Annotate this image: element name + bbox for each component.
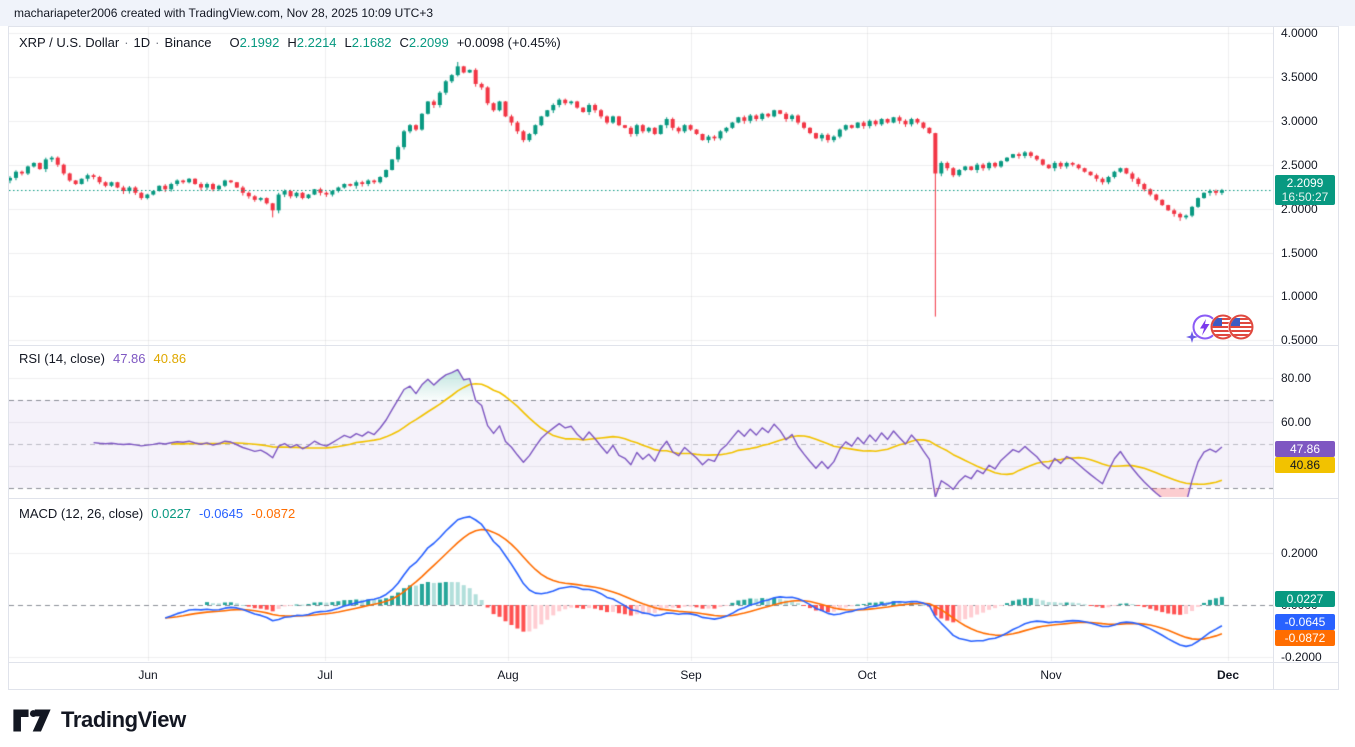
macd-tick: -0.2000 (1281, 650, 1322, 664)
month-label-jul: Jul (317, 668, 333, 682)
legend-separator: · (124, 35, 129, 50)
us-flag-event-icon[interactable] (1228, 314, 1254, 340)
low-value: 2.1682 (351, 35, 392, 50)
open-value: 2.1992 (239, 35, 280, 50)
close-value: 2.2099 (408, 35, 449, 50)
last-price-badge: 2.2099 16:50:27 (1275, 175, 1335, 205)
macd-hist-value: 0.0227 (151, 506, 192, 521)
macd-title[interactable]: MACD (12, 26, close) (19, 506, 144, 521)
chart-widget: XRP / U.S. Dollar · 1D · Binance O2.1992 H2.22… (8, 26, 1339, 690)
pane-divider[interactable] (9, 345, 1338, 346)
change-value: +0.0098 (+0.45%) (456, 35, 561, 50)
tradingview-logo-text: TradingView (61, 707, 186, 732)
macd-line-axis-badge: -0.0645 (1275, 614, 1335, 630)
price-tick: 3.0000 (1281, 113, 1318, 128)
month-label-dec: Dec (1216, 668, 1240, 682)
rsi-title[interactable]: RSI (14, close) (19, 351, 105, 366)
exchange-label[interactable]: Binance (164, 35, 212, 50)
chart-canvas[interactable] (9, 27, 1273, 662)
price-tick: 2.5000 (1281, 157, 1318, 172)
macd-tick: 0.2000 (1281, 546, 1318, 560)
macd-pane-title[interactable]: MACD (12, 26, close) 0.0227 -0.0645 -0.0872 (19, 506, 295, 521)
symbol-legend[interactable]: XRP / U.S. Dollar · 1D · Binance O2.1992 H2.22… (19, 35, 561, 50)
bar-countdown: 16:50:27 (1281, 190, 1329, 204)
time-axis[interactable]: Jun Jul Aug Sep Oct Nov Dec (9, 663, 1273, 690)
attribution-bar: machariapeter2006 created with TradingVi… (0, 0, 1355, 26)
symbol-name[interactable]: XRP / U.S. Dollar (19, 35, 120, 50)
footer: TradingView (12, 700, 186, 740)
high-label: H (287, 35, 297, 50)
tradingview-logo[interactable]: TradingView (12, 707, 186, 733)
month-label-sep: Sep (680, 668, 702, 682)
rsi-ma-axis-badge: 40.86 (1275, 457, 1335, 473)
interval-label[interactable]: 1D (133, 35, 151, 50)
event-markers[interactable] (1186, 313, 1254, 343)
open-label: O (229, 35, 240, 50)
rsi-tick: 60.00 (1281, 415, 1312, 429)
month-label-nov: Nov (1040, 668, 1062, 682)
price-tick: 0.5000 (1281, 333, 1318, 348)
time-axis-border (9, 662, 1338, 663)
legend-separator: · (155, 35, 160, 50)
macd-signal-value: -0.0872 (251, 506, 296, 521)
rsi-value: 47.86 (112, 351, 146, 366)
macd-signal-axis-badge: -0.0872 (1275, 630, 1335, 646)
month-label-aug: Aug (497, 668, 519, 682)
price-tick: 2.0000 (1281, 201, 1318, 216)
rsi-tick: 80.00 (1281, 371, 1312, 385)
price-tick: 4.0000 (1281, 26, 1318, 40)
rsi-axis-badge: 47.86 (1275, 441, 1335, 457)
month-label-oct: Oct (857, 668, 877, 682)
price-tick: 1.0000 (1281, 289, 1318, 304)
price-tick: 3.5000 (1281, 69, 1318, 84)
high-value: 2.2214 (296, 35, 337, 50)
low-label: L (344, 35, 352, 50)
close-label: C (399, 35, 409, 50)
last-price-value: 2.2099 (1286, 176, 1324, 190)
month-label-jun: Jun (138, 668, 158, 682)
tradingview-logo-mark (13, 708, 51, 732)
macd-line-value: -0.0645 (199, 506, 244, 521)
attribution-text: machariapeter2006 created with TradingVi… (14, 6, 434, 20)
pane-divider[interactable] (9, 498, 1338, 499)
sparkle-icon (1186, 331, 1198, 343)
price-scale-border (1273, 27, 1274, 690)
rsi-ma-value: 40.86 (153, 351, 187, 366)
rsi-pane-title[interactable]: RSI (14, close) 47.86 40.86 (19, 351, 186, 366)
price-tick: 1.5000 (1281, 245, 1318, 260)
macd-hist-axis-badge: 0.0227 (1275, 591, 1335, 607)
